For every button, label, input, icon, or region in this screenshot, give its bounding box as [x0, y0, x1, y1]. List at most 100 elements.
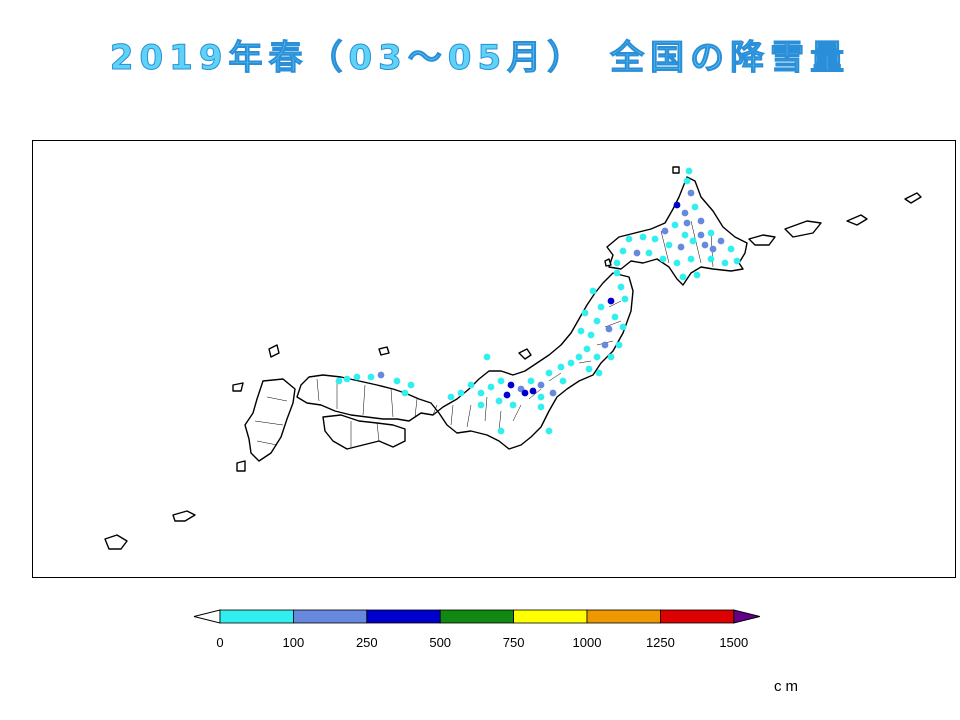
- prefecture-boundaries: [254, 220, 714, 447]
- station-dot: [343, 375, 351, 383]
- station-dot: [673, 259, 681, 267]
- station-dot: [677, 243, 685, 251]
- colorbar-under-arrow: [193, 609, 221, 624]
- japan-map: [104, 166, 922, 550]
- goto-island: [232, 382, 244, 392]
- hokkaido-outline: [606, 176, 748, 286]
- station-dot: [335, 377, 343, 385]
- colorbar-tick-label: 1500: [719, 635, 748, 650]
- station-dot: [537, 403, 545, 411]
- unit-label: cm: [774, 678, 802, 695]
- station-dot: [393, 377, 401, 385]
- station-dot: [521, 389, 529, 397]
- colorbar-bin: [586, 609, 661, 624]
- station-dot: [497, 427, 505, 435]
- station-dot: [651, 235, 659, 243]
- station-dot: [509, 401, 517, 409]
- station-dot: [683, 177, 691, 185]
- station-dot: [697, 217, 705, 225]
- station-dot: [575, 353, 583, 361]
- station-dot: [367, 373, 375, 381]
- station-dot: [585, 365, 593, 373]
- station-dot: [595, 369, 603, 377]
- station-dot: [401, 389, 409, 397]
- colorbar-bin: [219, 609, 294, 624]
- snowfall-stations: [335, 167, 741, 435]
- station-dot: [549, 389, 557, 397]
- colorbar-tick-label: 0: [216, 635, 223, 650]
- station-dot: [407, 381, 415, 389]
- station-dot: [721, 259, 729, 267]
- station-dot: [673, 201, 681, 209]
- station-dot: [497, 377, 505, 385]
- station-dot: [665, 241, 673, 249]
- station-dot: [605, 325, 613, 333]
- station-dot: [593, 353, 601, 361]
- station-dot: [607, 297, 615, 305]
- station-dot: [567, 359, 575, 367]
- station-dot: [537, 393, 545, 401]
- station-dot: [537, 381, 545, 389]
- etorofu-island: [784, 220, 822, 238]
- colorbar-bin: [659, 609, 735, 624]
- station-dot: [709, 245, 717, 253]
- map-title: 2019年春（03～05月） 全国の降雪量: [109, 38, 851, 79]
- station-dot: [707, 255, 715, 263]
- colorbar-tick-label: 250: [356, 635, 378, 650]
- station-dot: [577, 327, 585, 335]
- station-dot: [581, 309, 589, 317]
- station-dot: [683, 219, 691, 227]
- station-dot: [477, 401, 485, 409]
- okushiri-island: [604, 258, 612, 267]
- honshu-outline: [296, 272, 634, 450]
- station-dot: [621, 295, 629, 303]
- station-dot: [659, 255, 667, 263]
- station-dot: [645, 249, 653, 257]
- station-dot: [691, 203, 699, 211]
- station-dot: [583, 345, 591, 353]
- colorbar-tick-label: 1250: [646, 635, 675, 650]
- station-dot: [671, 221, 679, 229]
- okinawa-island: [104, 534, 128, 550]
- station-dot: [557, 363, 565, 371]
- sado-island: [518, 348, 532, 360]
- colorbar-over-arrow: [733, 609, 760, 624]
- station-dot: [529, 387, 537, 395]
- station-dot: [687, 189, 695, 197]
- station-dot: [689, 237, 697, 245]
- station-dot: [597, 303, 605, 311]
- urup-island: [846, 214, 868, 226]
- map-panel: [32, 140, 956, 578]
- station-dot: [545, 427, 553, 435]
- station-dot: [685, 167, 693, 175]
- station-dot: [693, 271, 701, 279]
- station-dot: [681, 231, 689, 239]
- station-dot: [639, 233, 647, 241]
- station-dot: [687, 255, 695, 263]
- tsushima-island: [268, 344, 280, 358]
- station-dot: [717, 237, 725, 245]
- station-dot: [617, 283, 625, 291]
- station-dot: [457, 389, 465, 397]
- simushir-island: [904, 192, 922, 204]
- station-dot: [615, 341, 623, 349]
- colorbar-bin: [439, 609, 514, 624]
- station-dot: [661, 227, 669, 235]
- station-dot: [619, 247, 627, 255]
- station-dot: [701, 241, 709, 249]
- station-dot: [545, 369, 553, 377]
- station-dot: [619, 323, 627, 331]
- station-dot: [527, 377, 535, 385]
- colorbar-tick-label: 1000: [573, 635, 602, 650]
- shikoku-outline: [322, 414, 406, 450]
- colorbar-tick-label: 750: [503, 635, 525, 650]
- rishiri-island: [672, 166, 680, 174]
- colorbar-legend: 0 100 250 500 750 1000 1250 1500: [193, 609, 760, 650]
- station-dot: [353, 373, 361, 381]
- colorbar-tick-label: 100: [283, 635, 305, 650]
- station-dot: [613, 269, 621, 277]
- colorbar-bin: [366, 609, 441, 624]
- amami-island: [172, 510, 196, 522]
- station-dot: [601, 341, 609, 349]
- station-dot: [447, 393, 455, 401]
